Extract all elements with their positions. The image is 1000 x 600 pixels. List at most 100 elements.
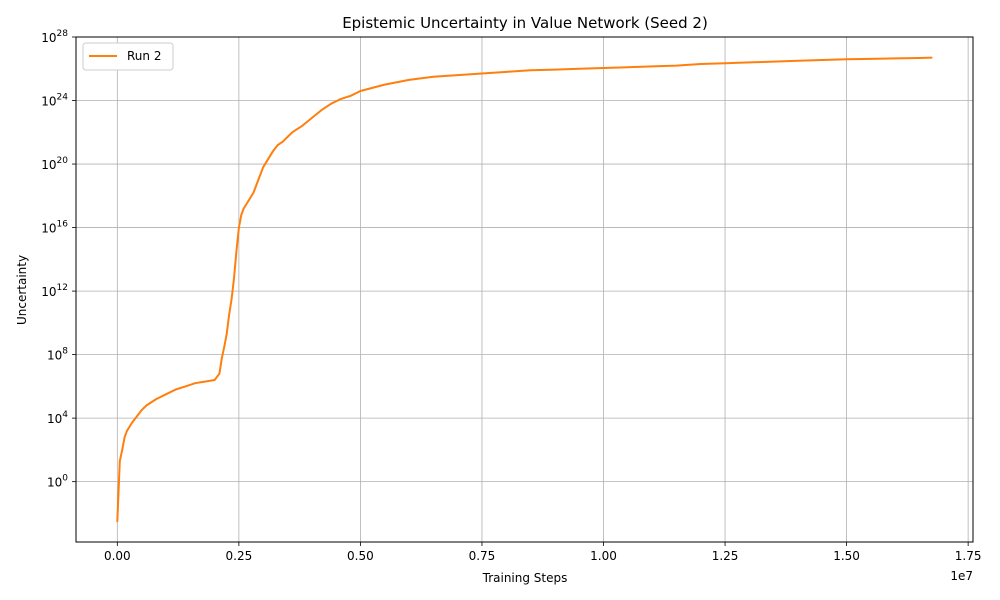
data-point	[117, 496, 120, 499]
data-point	[257, 179, 260, 181]
data-point	[223, 345, 226, 348]
data-point	[359, 90, 362, 92]
data-point	[456, 74, 459, 76]
data-point	[252, 191, 255, 194]
data-point	[155, 398, 158, 400]
x-tick-label: 0.50	[347, 549, 374, 563]
y-tick-label: 100	[47, 474, 68, 490]
x-tick-label: 1.25	[712, 549, 739, 563]
series-layer	[116, 56, 933, 523]
data-point	[194, 382, 197, 385]
y-tick-label: 1012	[41, 283, 68, 299]
data-point	[930, 56, 933, 59]
x-tick-label: 0.25	[226, 549, 253, 563]
y-tick-label: 108	[47, 347, 68, 363]
data-point	[724, 62, 726, 65]
x-axis-label: Training Steps	[482, 571, 568, 585]
data-point	[651, 65, 653, 68]
data-point	[602, 67, 605, 69]
data-point	[296, 128, 299, 131]
data-point	[286, 136, 289, 138]
data-point	[797, 59, 799, 62]
data-point	[126, 429, 128, 432]
data-point	[845, 58, 848, 61]
x-tick-label: 1.50	[833, 549, 860, 563]
data-point	[481, 72, 483, 75]
data-point	[203, 380, 206, 383]
data-point	[267, 158, 269, 161]
plot-frame	[75, 36, 974, 543]
data-point	[272, 150, 274, 153]
data-point	[235, 250, 238, 253]
data-point	[262, 166, 265, 169]
y-tick-label: 1016	[41, 220, 68, 236]
data-point	[242, 207, 245, 210]
data-point	[225, 333, 228, 335]
data-point	[228, 314, 231, 316]
data-point	[221, 356, 223, 359]
data-point	[135, 415, 138, 418]
data-point	[894, 57, 897, 60]
x-axis: 0.00 0.25 0.50 0.75 1.00 1.25 1.50 1.75	[104, 542, 982, 563]
data-point	[675, 64, 678, 67]
x-tick-label: 1.00	[590, 549, 617, 563]
data-point	[505, 71, 508, 73]
data-point	[174, 388, 177, 391]
data-point	[291, 131, 294, 134]
data-point	[554, 68, 556, 71]
data-point	[626, 66, 629, 69]
data-point	[281, 140, 284, 143]
y-tick-label: 1024	[41, 93, 68, 109]
chart-title: Epistemic Uncertainty in Value Network (…	[342, 14, 708, 32]
data-point	[301, 125, 303, 127]
data-point	[918, 57, 921, 59]
data-point	[349, 94, 352, 97]
x-tick-label: 1.75	[955, 549, 982, 563]
data-point	[870, 58, 872, 60]
data-point	[213, 379, 216, 381]
data-point	[748, 61, 751, 64]
x-tick-label: 0.75	[469, 549, 496, 563]
data-point	[140, 409, 143, 412]
data-point	[230, 298, 233, 300]
data-point	[340, 98, 342, 100]
data-point	[240, 214, 243, 216]
y-axis-label: Uncertainty	[15, 255, 29, 325]
data-point	[123, 436, 126, 439]
data-point	[821, 59, 824, 61]
y-tick-label: 104	[47, 410, 68, 426]
x-axis-offset-label: 1e7	[950, 569, 973, 583]
y-axis: 100 104 108 1012 1016 1020 1024 1028	[41, 29, 76, 490]
data-point	[247, 199, 250, 202]
data-point	[383, 83, 386, 86]
series-line	[116, 56, 932, 522]
legend: Run 2	[82, 42, 174, 71]
x-tick-label: 0.00	[104, 549, 131, 563]
data-point	[118, 460, 121, 462]
data-point	[310, 117, 313, 119]
data-point	[320, 109, 323, 111]
legend-box	[82, 42, 174, 71]
data-point	[330, 102, 333, 105]
data-point	[218, 372, 221, 375]
data-point	[238, 226, 240, 229]
data-point	[772, 60, 775, 63]
data-point	[145, 404, 148, 407]
y-tick-label: 1020	[41, 156, 68, 172]
data-point	[165, 393, 167, 396]
data-point	[432, 75, 435, 78]
grid	[76, 36, 973, 542]
data-point	[699, 63, 702, 65]
data-point	[116, 520, 119, 523]
data-point	[184, 385, 187, 388]
data-point	[578, 67, 581, 70]
legend-label: Run 2	[127, 49, 161, 63]
data-point	[121, 449, 124, 451]
data-point	[408, 79, 410, 81]
data-point	[233, 277, 235, 280]
data-point	[131, 422, 133, 424]
data-point	[529, 69, 532, 72]
data-point	[276, 144, 279, 146]
y-tick-label: 1028	[41, 29, 68, 45]
